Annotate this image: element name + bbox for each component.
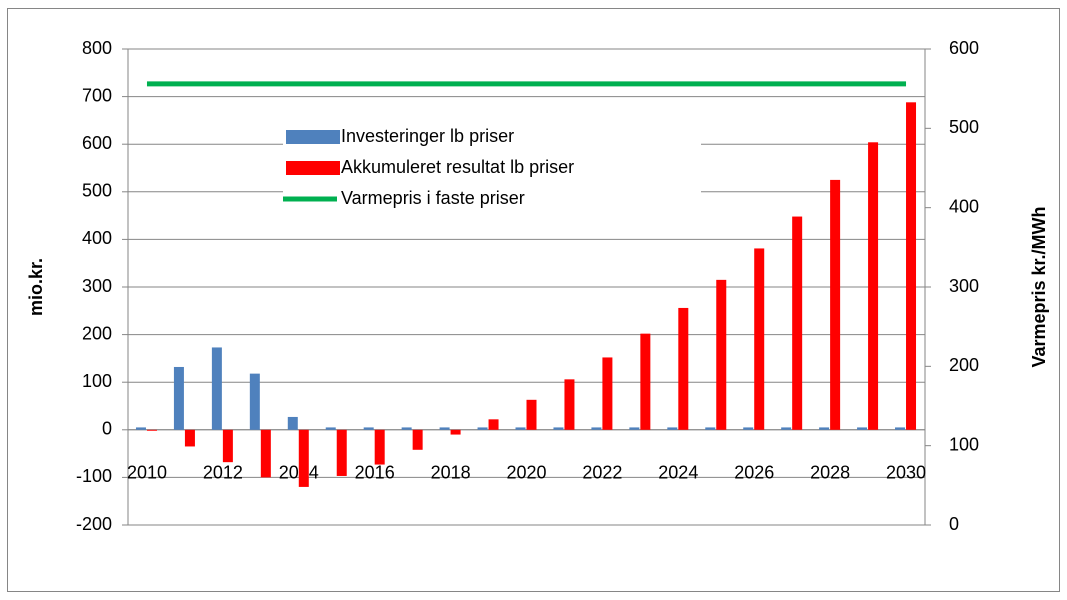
legend-label: Investeringer lb priser (341, 126, 514, 146)
x-tick-label: 2022 (582, 463, 622, 483)
x-tick-label: 2026 (734, 463, 774, 483)
bar (450, 429, 461, 435)
bar (895, 427, 906, 430)
bar (716, 279, 727, 430)
bar (906, 102, 917, 430)
bar (412, 429, 423, 450)
y2-axis-label: Varmepris kr./MWh (1029, 206, 1049, 367)
y-tick-label: 500 (82, 181, 112, 201)
bar (363, 427, 374, 430)
bar (629, 427, 640, 430)
legend-swatch (286, 130, 340, 144)
y-tick-label: 600 (82, 133, 112, 153)
bar (260, 429, 271, 478)
x-tick-label: 2016 (355, 463, 395, 483)
bar (211, 347, 222, 430)
bar (564, 379, 575, 430)
y-tick-label: 100 (82, 371, 112, 391)
legend-box (283, 121, 701, 216)
y2-tick-label: 600 (949, 38, 979, 58)
y2-tick-label: 100 (949, 434, 979, 454)
y-tick-label: -200 (76, 514, 112, 534)
y-axis-label: mio.kr. (26, 258, 46, 316)
legend-label: Varmepris i faste priser (341, 188, 525, 208)
y2-tick-label: 0 (949, 514, 959, 534)
bar (249, 373, 260, 430)
x-tick-label: 2018 (431, 463, 471, 483)
y-tick-label: -100 (76, 466, 112, 486)
bar (439, 427, 450, 430)
bar (488, 419, 499, 430)
bar (553, 427, 564, 430)
bar (515, 427, 526, 430)
legend-swatch (286, 161, 340, 175)
bar (287, 416, 298, 430)
bar (325, 427, 336, 430)
bar (374, 429, 385, 465)
bar (678, 307, 689, 430)
legend-label: Akkumuleret resultat lb priser (341, 157, 574, 177)
y2-tick-label: 400 (949, 196, 979, 216)
bar (781, 427, 792, 430)
bar (336, 429, 347, 476)
y2-tick-label: 200 (949, 355, 979, 375)
bar (591, 427, 602, 430)
y2-tick-label: 300 (949, 276, 979, 296)
y2-tick-label: 500 (949, 117, 979, 137)
x-tick-label: 2010 (127, 463, 167, 483)
bar (640, 333, 651, 430)
bar (754, 248, 765, 430)
bar (743, 427, 754, 430)
x-tick-label: 2024 (658, 463, 698, 483)
x-tick-label: 2028 (810, 463, 850, 483)
bar (401, 427, 412, 430)
bar (602, 357, 613, 430)
x-tick-label: 2020 (506, 463, 546, 483)
bar (667, 427, 678, 430)
bar (477, 427, 488, 430)
bar (298, 429, 309, 487)
x-tick-label: 2030 (886, 463, 926, 483)
y-tick-label: 400 (82, 228, 112, 248)
y-tick-label: 700 (82, 85, 112, 105)
bar (184, 429, 195, 447)
x-tick-label: 2012 (203, 463, 243, 483)
bar (857, 427, 868, 430)
chart-frame (7, 8, 1060, 592)
bar (135, 427, 146, 430)
bar (792, 216, 803, 430)
bar (705, 427, 716, 430)
bar (173, 366, 184, 430)
y-tick-label: 200 (82, 323, 112, 343)
bar (526, 399, 537, 430)
bar (830, 179, 841, 430)
y-tick-label: 800 (82, 38, 112, 58)
bar (868, 142, 879, 430)
bar (222, 429, 233, 463)
y-tick-label: 300 (82, 276, 112, 296)
bar (146, 429, 157, 431)
y-tick-label: 0 (102, 419, 112, 439)
bar (819, 427, 830, 430)
